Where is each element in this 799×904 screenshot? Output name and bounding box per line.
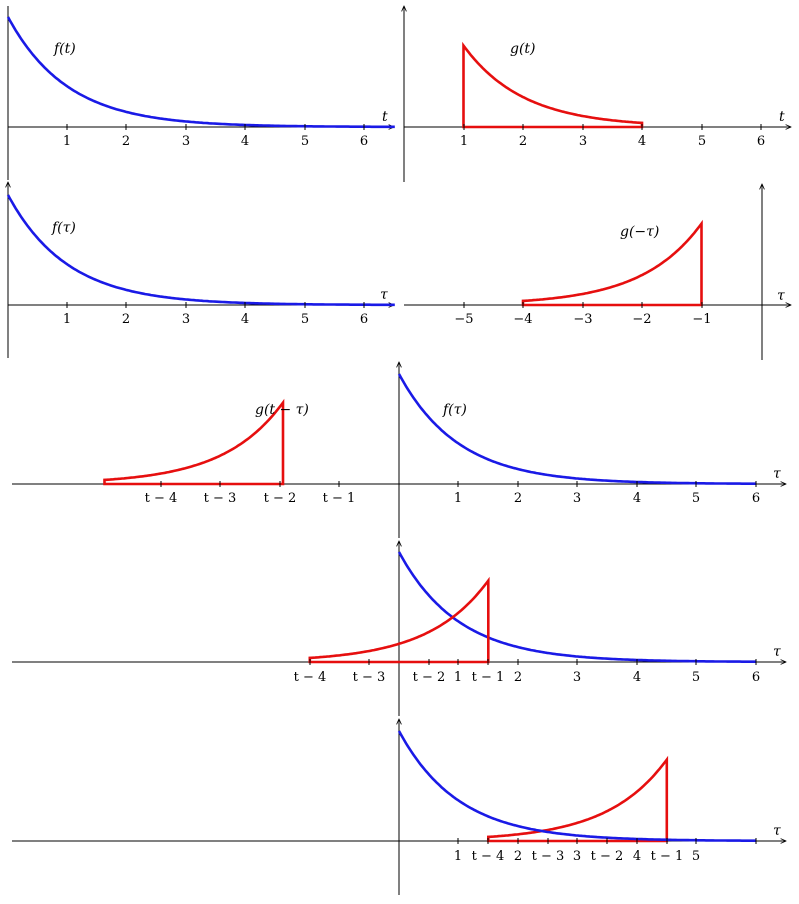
- tick-labels: 1 2 3 4 5 6: [63, 302, 368, 327]
- panel-g-of-neg-tau: g(−τ) τ −5 −4 −3 −2 −1: [404, 184, 791, 360]
- tick-label: 1: [460, 134, 468, 149]
- tick-label: 5: [692, 670, 700, 685]
- tick-label: 1: [63, 134, 71, 149]
- f-curve: [6, 16, 395, 129]
- tick-label: 4: [633, 670, 641, 685]
- tick-label: 1: [454, 491, 462, 506]
- g-curve: [521, 219, 703, 307]
- tick-label: 5: [301, 134, 309, 149]
- tick-label: 4: [241, 134, 249, 149]
- tick-labels: 1 2 3 4 5 6: [460, 124, 765, 149]
- tick-labels: −5 −4 −3 −2 −1: [454, 302, 712, 327]
- tick-label: 3: [573, 670, 581, 685]
- tick-label: 4: [241, 312, 249, 327]
- tick-label: 5: [692, 491, 700, 506]
- t-tick-label: t − 1: [323, 491, 356, 506]
- panel-shift-mid: τ t − 4 t − 3 t − 2 t − 1 1 2 3 4 5 6: [12, 541, 786, 716]
- tick-labels: 1 2 3 4 5 6: [454, 481, 760, 506]
- t-tick-label: t − 4: [294, 670, 327, 685]
- t-tick-label: t − 2: [264, 491, 297, 506]
- tick-label: 6: [360, 312, 368, 327]
- tick-label: −1: [692, 312, 711, 327]
- tick-label: 2: [514, 491, 522, 506]
- t-tick-labels: t − 4 t − 3 t − 2 t − 1: [145, 481, 356, 506]
- tick-labels: 1 2 3 4 5 6: [63, 124, 368, 149]
- t-tick-labels: t − 4 t − 3 t − 2 t − 1: [294, 659, 505, 685]
- function-label: f(τ): [51, 220, 76, 236]
- t-tick-label: t − 1: [651, 849, 684, 864]
- function-label: f(t): [53, 41, 76, 57]
- tick-label: 3: [579, 134, 587, 149]
- tick-label: 1: [454, 849, 462, 864]
- tick-label: 6: [752, 670, 760, 685]
- panel-g-of-t: g(t) t 1 2 3 4 5 6: [404, 6, 791, 182]
- tick-labels: 1 2 3 4 5: [454, 838, 757, 864]
- axis-label: τ: [777, 288, 785, 304]
- f-curve: [397, 373, 756, 485]
- tick-label: 4: [633, 849, 641, 864]
- t-tick-label: t − 3: [532, 849, 565, 864]
- t-tick-label: t − 4: [472, 849, 505, 864]
- panel-f-of-t: f(t) t 1 2 3 4 5 6: [6, 6, 395, 180]
- tick-label: 2: [122, 134, 130, 149]
- tick-label: 5: [301, 312, 309, 327]
- tick-label: −2: [632, 312, 651, 327]
- t-tick-label: t − 2: [413, 670, 446, 685]
- tick-label: 3: [182, 134, 190, 149]
- g-shifted-curve: [487, 755, 669, 843]
- f-curve: [6, 194, 395, 307]
- axis-label: t: [779, 109, 785, 125]
- tick-label: −5: [454, 312, 473, 327]
- tick-label: 2: [514, 849, 522, 864]
- tick-label: −3: [573, 312, 592, 327]
- f-curve: [397, 551, 756, 663]
- function-label: g(t): [510, 41, 536, 57]
- tick-label: −4: [513, 312, 532, 327]
- tick-label: 4: [633, 491, 641, 506]
- tick-label: 6: [360, 134, 368, 149]
- t-tick-label: t − 1: [472, 670, 505, 685]
- g-shifted-curve: [308, 576, 490, 664]
- function-label: g(−τ): [620, 224, 659, 240]
- g-curve: [462, 41, 644, 129]
- axis-label: τ: [773, 823, 781, 839]
- tick-label: 6: [757, 134, 765, 149]
- panel-shift-near: τ t − 4 t − 3 t − 2 t − 1 1 2 3 4 5: [12, 719, 786, 895]
- g-shifted-curve: [103, 398, 285, 486]
- g-label: g(t − τ): [255, 402, 309, 418]
- t-tick-label: t − 2: [591, 849, 624, 864]
- axis-label: τ: [773, 644, 781, 660]
- axis-label: τ: [773, 466, 781, 482]
- tick-label: 5: [698, 134, 706, 149]
- f-label: f(τ): [442, 402, 467, 418]
- tick-label: 3: [573, 491, 581, 506]
- t-tick-label: t − 4: [145, 491, 178, 506]
- tick-label: 5: [692, 849, 700, 864]
- tick-label: 2: [122, 312, 130, 327]
- tick-label: 6: [752, 491, 760, 506]
- t-tick-labels: t − 4 t − 3 t − 2 t − 1: [472, 838, 684, 864]
- tick-label: 1: [63, 312, 71, 327]
- tick-label: 1: [454, 670, 462, 685]
- tick-labels: 1 2 3 4 5 6: [454, 659, 760, 685]
- axis-label: t: [382, 109, 388, 125]
- tick-label: 2: [519, 134, 527, 149]
- axis-label: τ: [380, 287, 388, 303]
- t-tick-label: t − 3: [204, 491, 237, 506]
- tick-label: 4: [638, 134, 646, 149]
- tick-label: 2: [514, 670, 522, 685]
- panel-f-of-tau: f(τ) τ 1 2 3 4 5 6: [8, 182, 395, 358]
- f-curve: [397, 730, 756, 842]
- tick-label: 3: [182, 312, 190, 327]
- tick-label: 3: [573, 849, 581, 864]
- t-tick-label: t − 3: [353, 670, 386, 685]
- panel-shift-far: g(t − τ) f(τ) τ t − 4 t − 3 t − 2 t − 1 …: [12, 362, 786, 538]
